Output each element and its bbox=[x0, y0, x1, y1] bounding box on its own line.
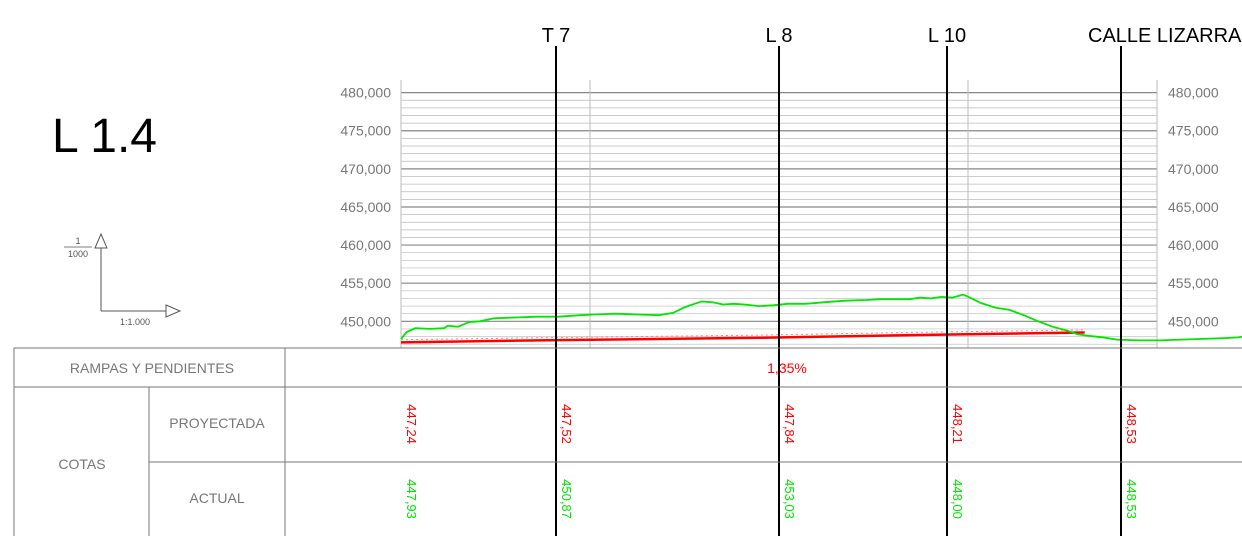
y-tick-label-right: 460,000 bbox=[1168, 237, 1219, 253]
table-border bbox=[13, 347, 1242, 536]
y-tick-label-left: 460,000 bbox=[340, 237, 391, 253]
row-label-slopes: RAMPAS Y PENDIENTES bbox=[70, 360, 234, 376]
y-tick-label-right: 470,000 bbox=[1168, 161, 1219, 177]
y-tick-label-left: 470,000 bbox=[340, 161, 391, 177]
vertical-scale-denominator: 1000 bbox=[68, 249, 88, 259]
projected-value: 448,53 bbox=[1124, 404, 1139, 444]
slope-value: 1,35% bbox=[767, 360, 807, 376]
vertical-scale-numerator: 1 bbox=[75, 236, 80, 246]
projected-elevation-line bbox=[400, 331, 1085, 344]
station-label-calle-lizarra: CALLE LIZARRA bbox=[1088, 25, 1242, 47]
group-label-cotas: COTAS bbox=[58, 456, 105, 472]
y-tick-label-left: 465,000 bbox=[340, 199, 391, 215]
actual-value: 448,53 bbox=[1124, 479, 1139, 519]
actual-value: 450,87 bbox=[559, 479, 574, 519]
projected-value: 448,21 bbox=[950, 404, 965, 444]
actual-value: 447,93 bbox=[404, 479, 419, 519]
y-tick-label-left: 450,000 bbox=[340, 313, 391, 329]
y-tick-label-right: 450,000 bbox=[1168, 313, 1219, 329]
y-tick-label-right: 480,000 bbox=[1168, 85, 1219, 101]
scale-indicator: 1 1000 1:1.000 bbox=[64, 232, 182, 327]
row-label-actual: ACTUAL bbox=[189, 490, 244, 506]
station-markers: T 7 L 8 L 10 CALLE LIZARRA bbox=[542, 25, 1242, 536]
y-tick-label-right: 455,000 bbox=[1168, 275, 1219, 291]
y-axis-labels-right: 480,000 475,000 470,000 465,000 460,000 455,0… bbox=[1168, 85, 1219, 330]
horizontal-scale-label: 1:1.000 bbox=[120, 317, 150, 327]
projected-value: 447,52 bbox=[559, 404, 574, 444]
y-axis-labels-left: 480,000 475,000 470,000 465,000 460,000 455,0… bbox=[340, 85, 391, 330]
station-label-t7: T 7 bbox=[542, 25, 571, 47]
actual-value: 448,00 bbox=[950, 479, 965, 519]
actual-value: 453,03 bbox=[782, 479, 797, 519]
vertical-arrowhead-icon bbox=[94, 232, 108, 249]
actual-terrain-line bbox=[400, 293, 1242, 342]
y-tick-label-left: 455,000 bbox=[340, 275, 391, 291]
y-tick-label-left: 480,000 bbox=[340, 85, 391, 101]
y-tick-label-left: 475,000 bbox=[340, 123, 391, 139]
horizontal-arrowhead-icon bbox=[165, 304, 182, 318]
projected-value: 447,84 bbox=[782, 404, 797, 444]
station-label-l8: L 8 bbox=[765, 25, 792, 47]
row-label-projected: PROYECTADA bbox=[169, 415, 265, 431]
y-tick-label-right: 465,000 bbox=[1168, 199, 1219, 215]
y-tick-label-right: 475,000 bbox=[1168, 123, 1219, 139]
station-label-l10: L 10 bbox=[928, 25, 966, 47]
profile-title: L 1.4 bbox=[52, 110, 157, 163]
projected-value: 447,24 bbox=[404, 404, 419, 444]
data-table: RAMPAS Y PENDIENTES 1,35% COTAS PROYECTA… bbox=[13, 347, 1242, 536]
